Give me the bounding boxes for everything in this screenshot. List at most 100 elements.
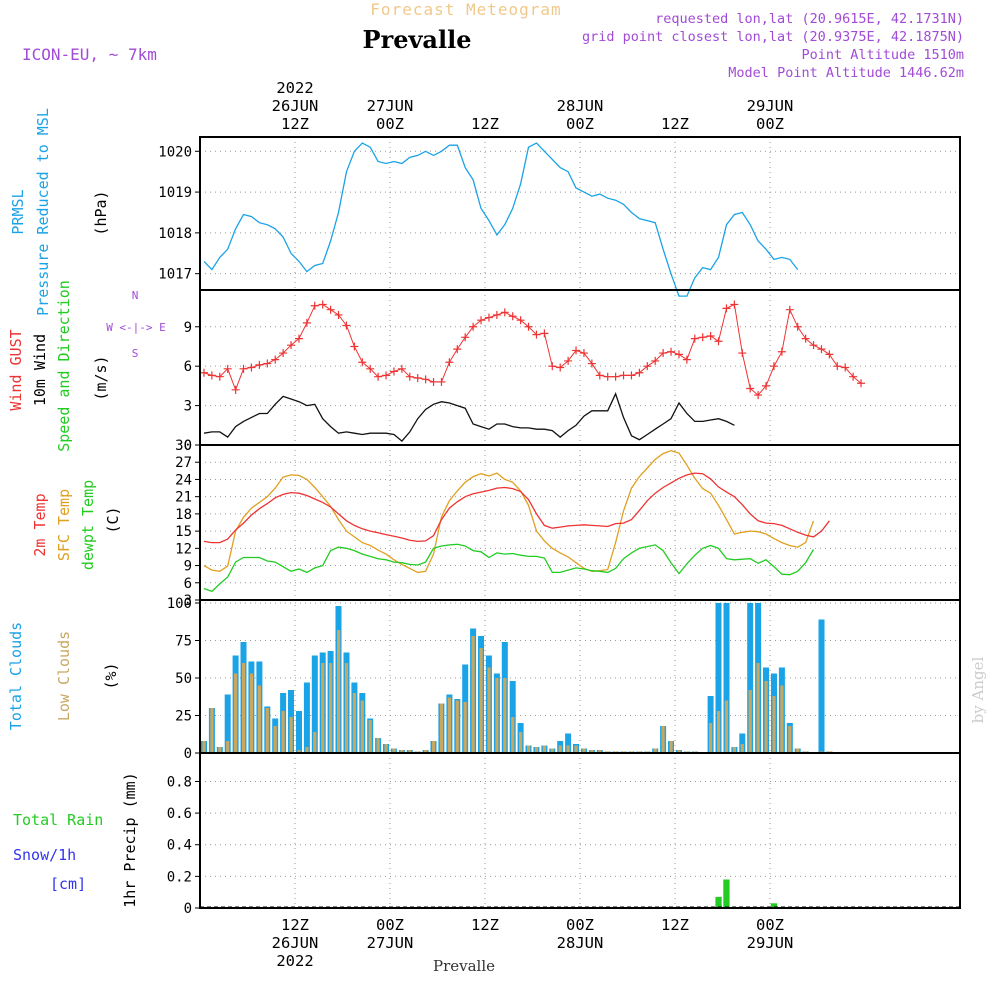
- gust-marker: [738, 349, 747, 358]
- snow-unit-label: [cm]: [50, 875, 86, 893]
- low-clouds-bar: [740, 744, 744, 753]
- panel-frame: [199, 752, 961, 909]
- precip-panel: 0 0.2 0.4 0.6 0.8: [167, 752, 961, 917]
- gust-marker: [247, 363, 256, 372]
- gust-marker: [302, 318, 311, 327]
- total-clouds-bar: [715, 603, 722, 753]
- top-axis-label: 00Z: [756, 115, 784, 133]
- gust-marker: [667, 347, 676, 356]
- rain-bar: [723, 879, 730, 908]
- total-clouds-bar: [311, 655, 318, 753]
- low-clouds-bar: [360, 700, 364, 753]
- gust-marker: [587, 359, 596, 368]
- low-clouds-bar: [717, 711, 721, 753]
- temp-sfc-label: SFC Temp: [55, 489, 73, 561]
- model-label: ICON-EU, ~ 7km: [22, 45, 157, 64]
- 2m-temp-line: [203, 472, 830, 544]
- low-clouds-bar: [408, 750, 412, 753]
- low-clouds-bar: [439, 703, 444, 753]
- gust-marker: [817, 345, 826, 354]
- low-clouds-bar: [487, 667, 491, 753]
- low-clouds-bar: [249, 673, 254, 753]
- gust-marker: [564, 356, 573, 365]
- watermark: by Angel: [969, 656, 987, 723]
- low-clouds-bar: [772, 696, 776, 753]
- gust-marker: [801, 334, 810, 343]
- low-clouds-bar: [582, 748, 586, 753]
- gust-marker: [857, 379, 866, 388]
- low-clouds-bar: [764, 681, 768, 753]
- bottom-axis-label: 29JUN: [747, 934, 794, 952]
- bottom-axis-label: 26JUN: [272, 934, 319, 952]
- total-clouds-bar: [747, 603, 754, 753]
- low-clouds-bar: [732, 747, 736, 753]
- gust-marker: [579, 349, 588, 358]
- low-clouds-bar: [257, 685, 261, 753]
- bottom-axis-label: 00Z: [756, 916, 784, 934]
- bottom-station-label: Prevalle: [433, 957, 495, 975]
- low-clouds-bar: [424, 750, 428, 753]
- gust-marker: [318, 300, 327, 309]
- y-tick-label: 6: [184, 576, 192, 592]
- bottom-axis-label: 27JUN: [367, 934, 414, 952]
- gust-marker: [207, 371, 216, 380]
- pressure-panel: 1017 1018 1019 1020: [158, 136, 961, 297]
- gust-marker: [350, 342, 359, 351]
- low-clouds-bar: [756, 663, 760, 753]
- y-tick-label: 24: [175, 472, 192, 488]
- y-tick-label: 30: [175, 438, 192, 454]
- low-clouds-bar: [788, 726, 792, 753]
- bottom-axis-label: 12Z: [661, 916, 689, 934]
- low-clouds-bar: [709, 723, 713, 753]
- y-tick-label: 75: [175, 634, 192, 650]
- low-clouds-bar: [748, 690, 752, 753]
- gust-marker: [287, 341, 296, 350]
- y-tick-label: 0: [184, 438, 192, 454]
- low-clouds-bar: [242, 663, 246, 753]
- low-clouds-bar: [534, 747, 539, 753]
- total-clouds-bar: [303, 682, 310, 753]
- gust-marker: [342, 321, 351, 330]
- low-clouds-bar: [495, 678, 499, 753]
- low-clouds-bar: [653, 748, 657, 753]
- gust-marker: [572, 346, 581, 355]
- total-clouds-bar: [739, 733, 746, 753]
- gust-marker: [461, 333, 470, 342]
- gust-marker: [754, 391, 763, 400]
- gust-marker: [722, 304, 731, 313]
- gust-marker: [255, 360, 264, 369]
- low-clouds-bar: [226, 741, 230, 753]
- gust-marker: [762, 381, 771, 390]
- gust-marker: [777, 347, 786, 356]
- gust-marker: [730, 300, 739, 309]
- wind-unit-label: (m/s): [92, 355, 110, 400]
- compass-south: S: [132, 347, 139, 360]
- precip-unit-label: 1hr Precip (mm): [121, 772, 139, 907]
- temp-unit-label: (C): [104, 506, 122, 533]
- y-tick-label: 18: [175, 507, 192, 523]
- gust-marker: [239, 364, 248, 373]
- y-tick-label: 3: [184, 593, 192, 609]
- y-tick-label: 0.2: [167, 869, 192, 885]
- requested-coords: requested lon,lat (20.9615E, 42.1731N): [655, 11, 964, 27]
- total-clouds-bar: [565, 733, 572, 753]
- y-tick-label: 12: [175, 541, 192, 557]
- y-tick-label: 0.8: [167, 774, 192, 790]
- low-clouds-bar: [313, 732, 317, 753]
- gust-marker: [746, 384, 755, 393]
- y-tick-label: 0: [184, 901, 192, 917]
- gust-marker: [627, 371, 636, 380]
- gust-marker: [477, 316, 486, 325]
- gust-marker: [492, 310, 501, 319]
- top-axis-label: 26JUN: [272, 97, 319, 115]
- gust-marker: [326, 305, 335, 314]
- y-tick-label: 15: [175, 524, 192, 540]
- pressure-label-msl: Pressure Reduced to MSL: [34, 108, 52, 316]
- low-clouds-bar: [321, 663, 325, 753]
- gust-marker: [469, 322, 478, 331]
- gust-marker: [334, 310, 343, 319]
- bottom-axis-label: 12Z: [471, 916, 499, 934]
